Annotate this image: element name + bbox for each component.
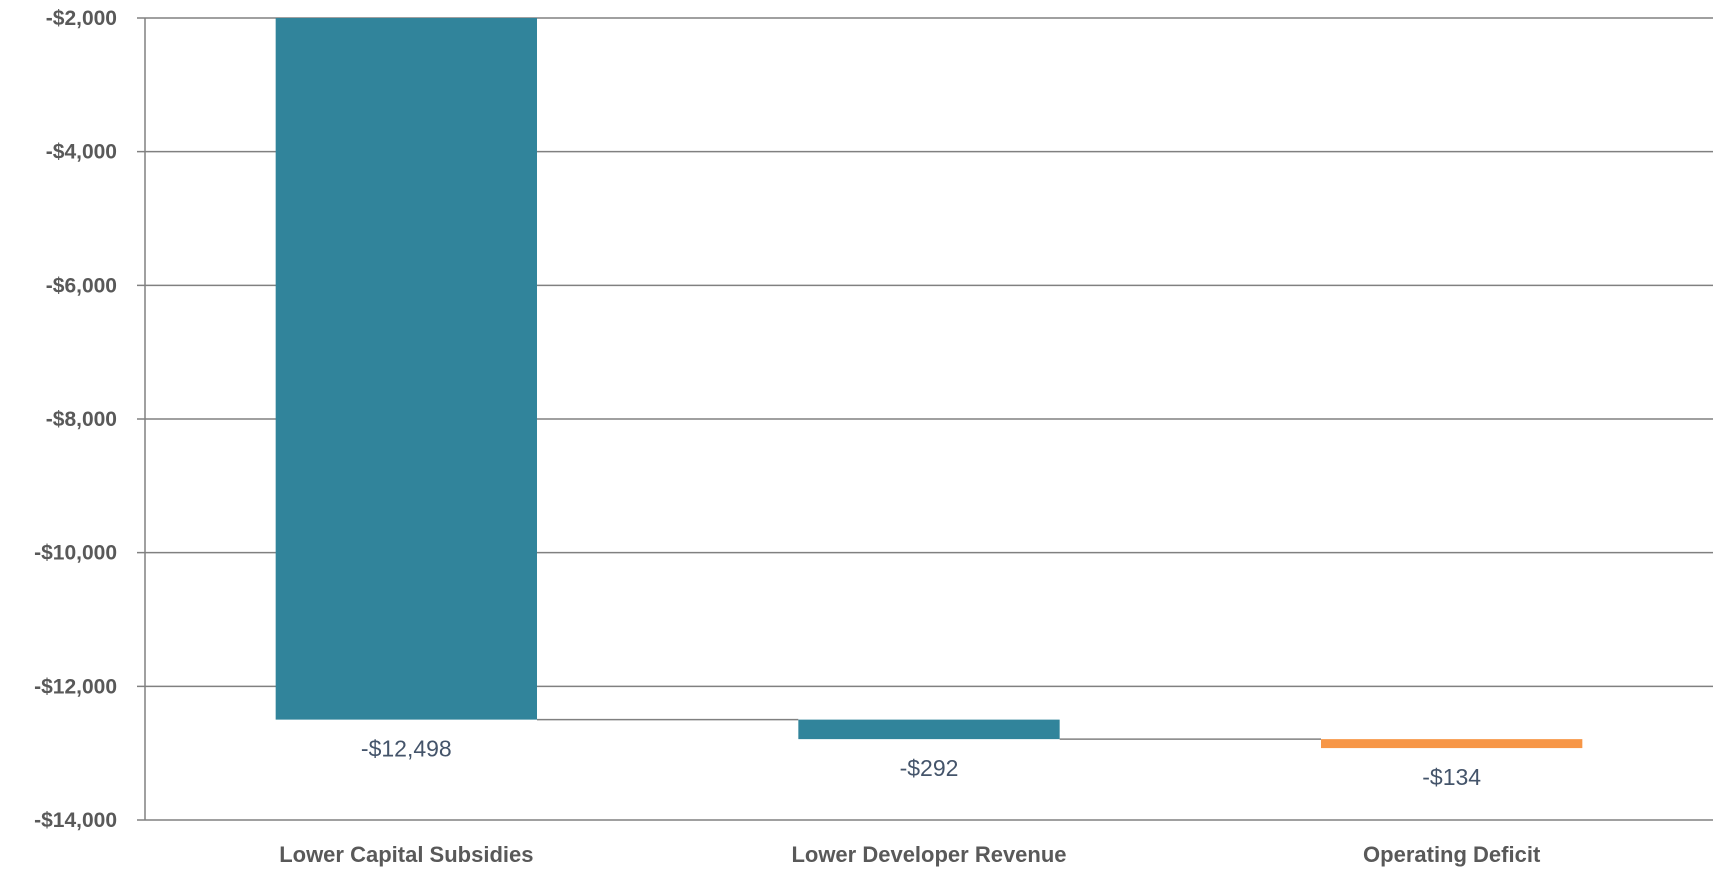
x-axis-category-labels: Lower Capital Subsidies Lower Developer R… bbox=[279, 842, 1541, 867]
x-category-label: Operating Deficit bbox=[1363, 842, 1541, 867]
bar-2 bbox=[798, 719, 1060, 740]
y-tick-label: -$10,000 bbox=[34, 542, 117, 565]
bar-3 bbox=[1321, 739, 1583, 749]
data-label: -$12,498 bbox=[361, 736, 452, 762]
bar-1 bbox=[275, 18, 537, 720]
data-label: -$292 bbox=[900, 755, 959, 781]
y-tick-label: -$2,000 bbox=[46, 7, 117, 30]
y-tick-label: -$14,000 bbox=[34, 809, 117, 832]
y-tick-label: -$6,000 bbox=[46, 274, 117, 297]
data-labels: -$12,498 -$292 -$134 bbox=[361, 736, 1481, 790]
y-axis-tick-labels: -$2,000 -$4,000 -$6,000 -$8,000 -$10,000 -$12… bbox=[34, 7, 117, 832]
x-category-label: Lower Capital Subsidies bbox=[279, 842, 533, 867]
y-tick-label: -$4,000 bbox=[46, 141, 117, 164]
connector-lines bbox=[537, 718, 1321, 740]
y-tick-label: -$12,000 bbox=[34, 675, 117, 698]
bars bbox=[275, 18, 1583, 749]
x-category-label: Lower Developer Revenue bbox=[791, 842, 1066, 867]
y-tick-label: -$8,000 bbox=[46, 408, 117, 431]
data-label: -$134 bbox=[1422, 764, 1481, 790]
